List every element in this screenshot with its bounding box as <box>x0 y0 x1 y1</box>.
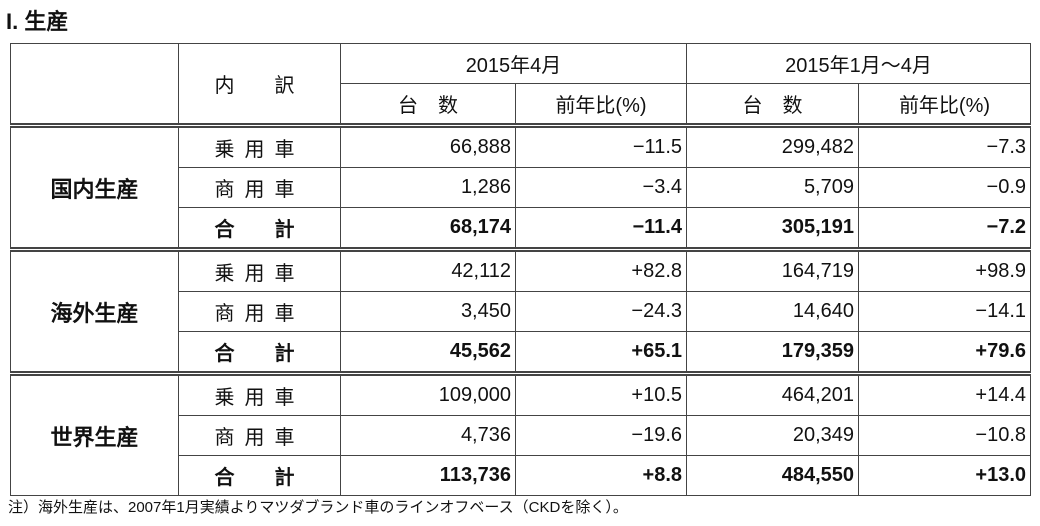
value-cell: 4,736 <box>340 415 516 456</box>
table-row: 世界生産 乗用車 109,000 +10.5 464,201 +14.4 <box>10 371 1031 496</box>
note: 注）海外生産は、2007年1月実績よりマツダブランド車のラインオフベース（CKD… <box>8 499 628 516</box>
row-label: 合 計 <box>178 331 341 374</box>
value-cell: 109,000 <box>340 371 516 416</box>
row-label: 乗用車 <box>178 123 341 168</box>
table-body: 国内生産 乗用車 66,888 −11.5 299,482 −7.3 商用車 1,286 −3.… <box>10 123 1031 496</box>
table-row: 商用車 3,450 −24.3 14,640 −14.1 <box>11 291 1031 332</box>
subheader: 前年比(%) <box>858 83 1031 126</box>
value-cell: +10.5 <box>515 371 687 416</box>
value-cell: +82.8 <box>515 247 687 292</box>
value-cell: 66,888 <box>340 123 516 168</box>
value-cell: −14.1 <box>858 291 1031 332</box>
row-label: 乗用車 <box>178 371 341 416</box>
row-label: 商用車 <box>178 167 341 208</box>
group-name: 世界生産 <box>10 371 179 496</box>
value-cell: −19.6 <box>515 415 687 456</box>
value-cell: 164,719 <box>686 247 859 292</box>
group-name: 海外生産 <box>10 247 179 374</box>
table-row: 商用車 4,736 −19.6 20,349 −10.8 <box>11 415 1031 456</box>
value-cell: 5,709 <box>686 167 859 208</box>
value-cell: −7.2 <box>858 207 1031 250</box>
value-cell: −3.4 <box>515 167 687 208</box>
subheader: 台 数 <box>686 83 859 126</box>
value-cell: 305,191 <box>686 207 859 250</box>
subheader: 前年比(%) <box>515 83 687 126</box>
table-row: 国内生産 乗用車 66,888 −11.5 299,482 −7.3 <box>10 123 1031 250</box>
value-cell: −24.3 <box>515 291 687 332</box>
subheader: 台 数 <box>340 83 516 126</box>
breakdown-header: 内 訳 <box>178 43 341 126</box>
period-header: 2015年1月～4月 <box>686 43 1031 84</box>
value-cell: 113,736 <box>340 455 516 496</box>
corner-cell <box>10 43 179 126</box>
period-header: 2015年4月 <box>340 43 687 84</box>
value-cell: −10.8 <box>858 415 1031 456</box>
row-label: 合 計 <box>178 455 341 496</box>
value-cell: −11.4 <box>515 207 687 250</box>
value-cell: 3,450 <box>340 291 516 332</box>
value-cell: 42,112 <box>340 247 516 292</box>
value-cell: 14,640 <box>686 291 859 332</box>
value-cell: 45,562 <box>340 331 516 374</box>
value-cell: +98.9 <box>858 247 1031 292</box>
table-row: 海外生産 乗用車 42,112 +82.8 164,719 +98.9 <box>10 247 1031 374</box>
production-table: 内 訳 2015年4月 2015年1月～4月 台 数 前年比(%) 台 数 前年… <box>10 43 1031 496</box>
value-cell: 20,349 <box>686 415 859 456</box>
value-cell: +79.6 <box>858 331 1031 374</box>
value-cell: −11.5 <box>515 123 687 168</box>
value-cell: +65.1 <box>515 331 687 374</box>
value-cell: 1,286 <box>340 167 516 208</box>
table-row: 合 計 113,736 +8.8 484,550 +13.0 <box>11 455 1031 496</box>
value-cell: 179,359 <box>686 331 859 374</box>
value-cell: 68,174 <box>340 207 516 250</box>
table-row: 合 計 68,174 −11.4 305,191 −7.2 <box>11 207 1031 250</box>
group-name: 国内生産 <box>10 123 179 250</box>
value-cell: 464,201 <box>686 371 859 416</box>
value-cell: +8.8 <box>515 455 687 496</box>
row-label: 商用車 <box>178 291 341 332</box>
value-cell: −7.3 <box>858 123 1031 168</box>
table-row: 商用車 1,286 −3.4 5,709 −0.9 <box>11 167 1031 208</box>
row-label: 商用車 <box>178 415 341 456</box>
row-label: 乗用車 <box>178 247 341 292</box>
value-cell: 299,482 <box>686 123 859 168</box>
value-cell: +13.0 <box>858 455 1031 496</box>
value-cell: 484,550 <box>686 455 859 496</box>
row-label: 合 計 <box>178 207 341 250</box>
table-row: 合 計 45,562 +65.1 179,359 +79.6 <box>11 331 1031 374</box>
title: I. 生産 <box>6 9 69 34</box>
value-cell: +14.4 <box>858 371 1031 416</box>
value-cell: −0.9 <box>858 167 1031 208</box>
